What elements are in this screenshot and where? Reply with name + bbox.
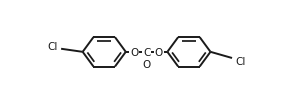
Text: C: C (143, 47, 150, 57)
Text: Cl: Cl (47, 41, 57, 51)
Text: O: O (130, 47, 138, 57)
Text: O: O (155, 47, 163, 57)
Text: Cl: Cl (236, 57, 246, 67)
Text: O: O (142, 60, 151, 70)
